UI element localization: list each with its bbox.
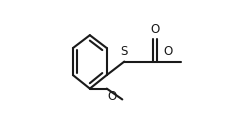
Text: S: S — [121, 45, 128, 58]
Text: O: O — [150, 23, 159, 36]
Text: O: O — [108, 90, 117, 103]
Text: O: O — [163, 45, 172, 58]
